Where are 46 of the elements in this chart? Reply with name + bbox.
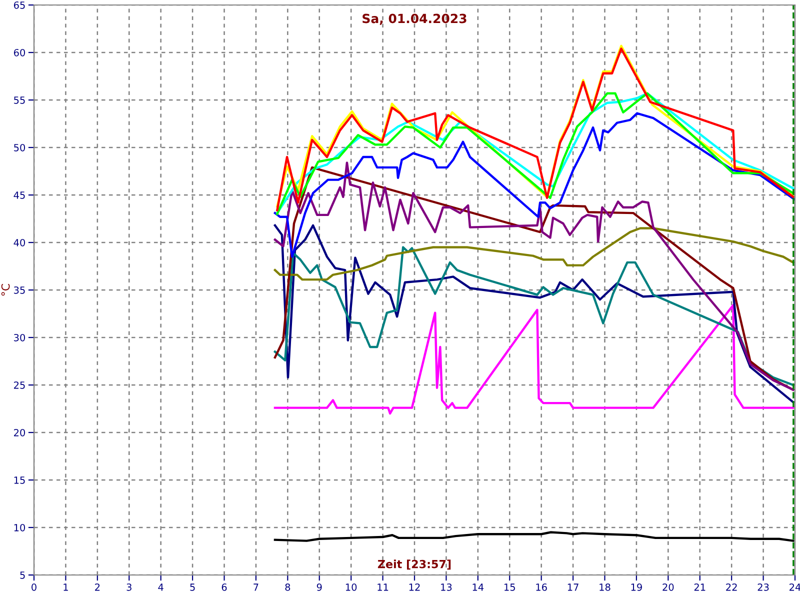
- x-tick-label: 22: [726, 584, 737, 591]
- x-tick-label: 15: [504, 584, 515, 591]
- x-tick-label: 7: [254, 584, 258, 591]
- y-tick-label: 35: [14, 286, 25, 294]
- x-axis-title: Zeit [23:57]: [378, 560, 451, 570]
- y-tick-label: 40: [14, 238, 26, 246]
- x-tick-label: 17: [568, 584, 578, 591]
- x-tick-label: 21: [694, 584, 706, 591]
- x-tick-label: 4: [158, 584, 164, 591]
- x-tick-label: 23: [758, 584, 769, 591]
- y-tick-label: 25: [14, 381, 25, 389]
- x-tick-label: 10: [346, 584, 357, 591]
- line-series: [274, 531, 794, 542]
- text: Sa, 01.04.2023: [362, 14, 466, 25]
- x-tick-label: 3: [126, 584, 132, 591]
- x-tick-label: 5: [190, 584, 195, 591]
- y-tick-label: 60: [14, 48, 26, 56]
- y-tick-label: 10: [14, 524, 26, 532]
- y-tick-label: 15: [14, 476, 25, 484]
- y-tick-label: 65: [14, 1, 25, 9]
- x-tick-label: 18: [600, 584, 610, 591]
- line-series: [274, 246, 794, 386]
- x-tick-label: 12: [409, 584, 420, 591]
- x-tick-label: 16: [536, 584, 547, 591]
- x-tick-label: 11: [378, 584, 388, 591]
- line-series: [274, 304, 794, 415]
- x-tick-label: 14: [472, 584, 484, 591]
- y-tick-label: 5: [20, 572, 25, 579]
- x-tick-label: 9: [316, 584, 322, 591]
- x-tick-label: 6: [222, 584, 227, 591]
- line-series: [274, 227, 794, 281]
- x-tick-label: 19: [631, 584, 642, 591]
- x-tick-label: 13: [441, 584, 452, 591]
- x-tick-label: 2: [95, 584, 100, 591]
- line-series: [274, 112, 795, 258]
- y-tick-label: 30: [14, 334, 26, 342]
- x-tick-label: 20: [662, 584, 674, 591]
- y-axis-title: °C: [1, 284, 10, 296]
- x-tick-label: 8: [285, 584, 290, 591]
- y-tick-label: 50: [14, 144, 26, 152]
- x-tick-label: 1: [64, 584, 68, 591]
- y-tick-label: 45: [14, 192, 25, 199]
- line-series: [274, 224, 794, 404]
- y-tick-label: 55: [14, 96, 25, 104]
- y-tick-label: 20: [14, 428, 26, 436]
- x-tick-label: 0: [32, 584, 36, 591]
